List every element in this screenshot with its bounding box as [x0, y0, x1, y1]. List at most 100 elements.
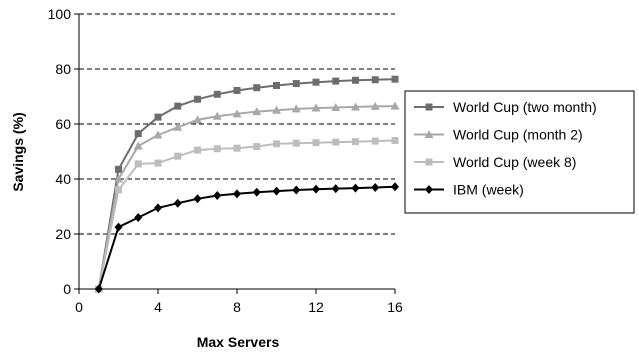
y-tick-labels: 0 20 40 60 80 100: [48, 6, 72, 297]
data-point: [331, 103, 341, 111]
y-tick-label: 0: [63, 281, 71, 297]
data-point: [391, 75, 399, 83]
x-tick-label: 16: [387, 299, 403, 315]
legend-item: World Cup (month 2): [414, 127, 583, 143]
data-point: [331, 184, 340, 194]
data-point: [193, 194, 202, 204]
x-axis-title: Max Servers: [197, 334, 280, 350]
y-tick-label: 20: [55, 226, 71, 242]
legend-label: IBM (week): [453, 182, 524, 198]
data-point: [233, 86, 241, 94]
data-point: [253, 143, 261, 151]
data-point: [213, 191, 222, 200]
data-point: [370, 101, 380, 110]
data-series: [94, 75, 400, 294]
legend-item: World Cup (two month): [414, 99, 597, 115]
data-point: [153, 130, 163, 139]
data-point: [332, 138, 340, 146]
data-point: [292, 185, 301, 195]
data-point: [232, 109, 242, 118]
data-point: [154, 203, 162, 213]
legend-swatch-marker: [425, 158, 433, 166]
data-point: [312, 184, 320, 194]
legend-label: World Cup (week 8): [453, 154, 576, 170]
data-point: [194, 95, 201, 103]
data-point: [332, 77, 340, 85]
data-point: [114, 222, 123, 232]
series-line: [97, 185, 396, 290]
legend-swatch-marker: [425, 185, 433, 194]
data-point: [391, 137, 399, 144]
series-line: [97, 139, 396, 290]
data-point: [252, 107, 262, 116]
data-point: [174, 102, 182, 110]
data-point: [371, 183, 380, 193]
data-point: [351, 183, 360, 193]
axes: [74, 13, 396, 294]
data-point: [390, 101, 400, 110]
data-point: [391, 182, 399, 192]
legend-label: World Cup (two month): [453, 99, 597, 115]
data-point: [194, 146, 201, 154]
data-point: [233, 189, 241, 199]
legend-item: IBM (week): [414, 182, 524, 198]
data-point: [115, 186, 122, 194]
data-point: [213, 90, 221, 98]
data-point: [154, 159, 162, 167]
legend: World Cup (two month) World Cup (month 2)…: [404, 90, 635, 214]
data-point: [253, 84, 261, 92]
data-point: [173, 198, 182, 208]
x-tick-labels: 0 4 8 12 16: [75, 299, 403, 315]
data-point: [352, 138, 359, 146]
data-point: [311, 103, 321, 112]
y-tick-label: 100: [48, 6, 72, 22]
data-point: [213, 145, 221, 153]
data-point: [371, 76, 379, 84]
data-point: [273, 140, 280, 148]
data-point: [173, 122, 183, 131]
data-point: [312, 139, 320, 147]
data-point: [351, 102, 360, 111]
x-tick-label: 0: [75, 299, 83, 315]
data-point: [94, 284, 103, 294]
series-3: [95, 137, 399, 293]
data-point: [133, 141, 143, 150]
series-line: [97, 78, 396, 290]
x-tick-label: 8: [233, 299, 241, 315]
data-point: [272, 105, 281, 114]
data-point: [371, 137, 379, 145]
data-point: [292, 80, 300, 88]
legend-label: World Cup (month 2): [453, 127, 583, 143]
series-1: [95, 75, 399, 293]
data-point: [292, 139, 300, 147]
legend-swatch-marker: [424, 130, 434, 138]
y-tick-label: 80: [55, 61, 71, 77]
data-point: [312, 78, 320, 86]
y-axis-title: Savings (%): [10, 112, 26, 191]
data-point: [114, 174, 123, 183]
legend-box: [404, 90, 635, 214]
data-point: [134, 160, 142, 168]
data-point: [134, 213, 143, 222]
data-point: [291, 104, 301, 113]
series-line: [97, 105, 396, 290]
data-point: [174, 152, 182, 160]
data-point: [193, 115, 202, 124]
data-point: [154, 113, 162, 121]
data-point: [272, 186, 281, 196]
y-tick-label: 40: [55, 171, 71, 187]
series-4: [94, 182, 399, 294]
gridlines: [79, 13, 395, 235]
data-point: [212, 111, 222, 120]
data-point: [233, 144, 241, 152]
data-point: [352, 76, 359, 84]
data-point: [134, 130, 142, 138]
data-point: [273, 82, 280, 89]
data-point: [115, 165, 122, 173]
x-tick-label: 4: [154, 299, 162, 315]
data-point: [252, 187, 261, 197]
legend-swatch-marker: [425, 103, 433, 111]
y-tick-label: 60: [55, 116, 71, 132]
x-tick-label: 12: [308, 299, 324, 315]
